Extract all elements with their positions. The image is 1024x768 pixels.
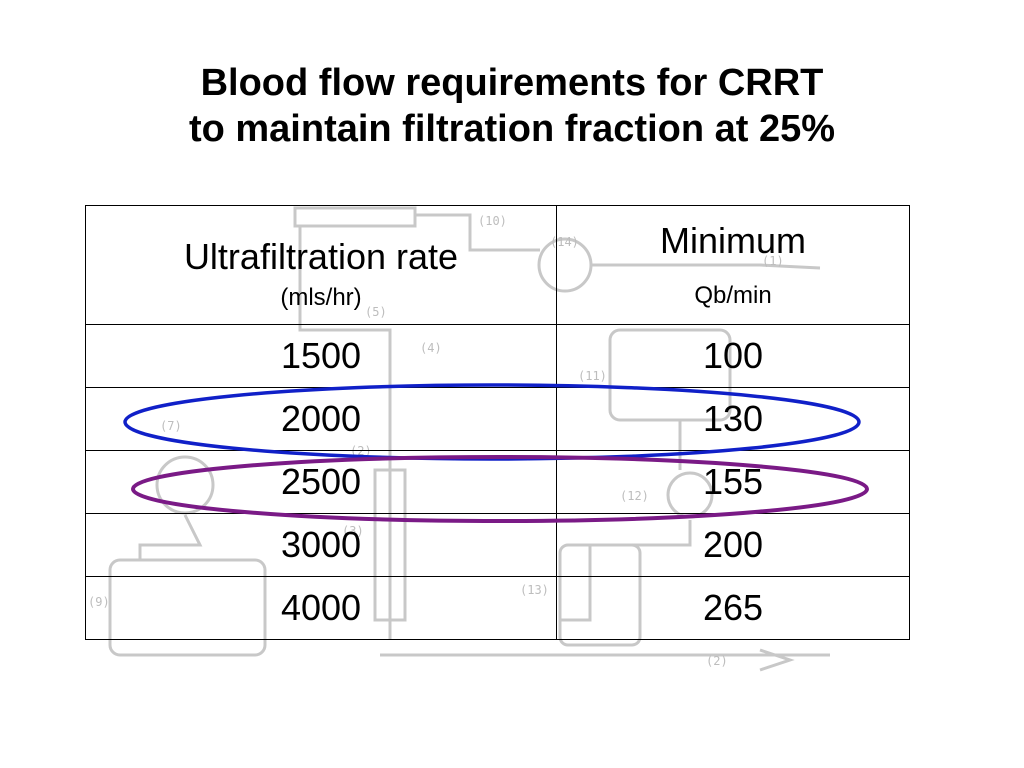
qb-min-cell: 265 xyxy=(556,576,910,640)
header-main: Ultrafiltration rate xyxy=(183,236,459,277)
header-ultrafiltration-rate: Ultrafiltration rate (mls/hr) xyxy=(85,205,557,325)
qb-min-cell: 100 xyxy=(556,324,910,388)
diagram-label: (2) xyxy=(706,654,728,668)
uf-rate-cell: 4000 xyxy=(85,576,557,640)
header-unit: Qb/min xyxy=(694,282,772,309)
qb-min-cell: 155 xyxy=(556,450,910,514)
table-row: 1500 100 xyxy=(85,324,910,388)
uf-rate-cell: 3000 xyxy=(85,513,557,577)
table-row: 2000 130 xyxy=(85,387,910,451)
blood-flow-table: Ultrafiltration rate (mls/hr) Minimum Qb… xyxy=(85,205,910,650)
diagram-arrow xyxy=(759,648,795,672)
table-row: 2500 155 xyxy=(85,450,910,514)
uf-rate-cell: 2000 xyxy=(85,387,557,451)
header-minimum-qb: Minimum Qb/min xyxy=(556,205,910,325)
title-line-2: to maintain filtration fraction at 25% xyxy=(188,108,836,150)
header-unit: (mls/hr) xyxy=(280,284,362,311)
qb-min-cell: 200 xyxy=(556,513,910,577)
uf-rate-cell: 1500 xyxy=(85,324,557,388)
title-line-1: Blood flow requirements for CRRT xyxy=(200,62,824,104)
table-header-row: Ultrafiltration rate (mls/hr) Minimum Qb… xyxy=(85,205,910,325)
table-row: 4000 265 xyxy=(85,576,910,640)
slide-title: Blood flow requirements for CRRT to main… xyxy=(0,60,1024,152)
table-row: 3000 200 xyxy=(85,513,910,577)
uf-rate-cell: 2500 xyxy=(85,450,557,514)
header-main: Minimum xyxy=(659,220,806,261)
qb-min-cell: 130 xyxy=(556,387,910,451)
